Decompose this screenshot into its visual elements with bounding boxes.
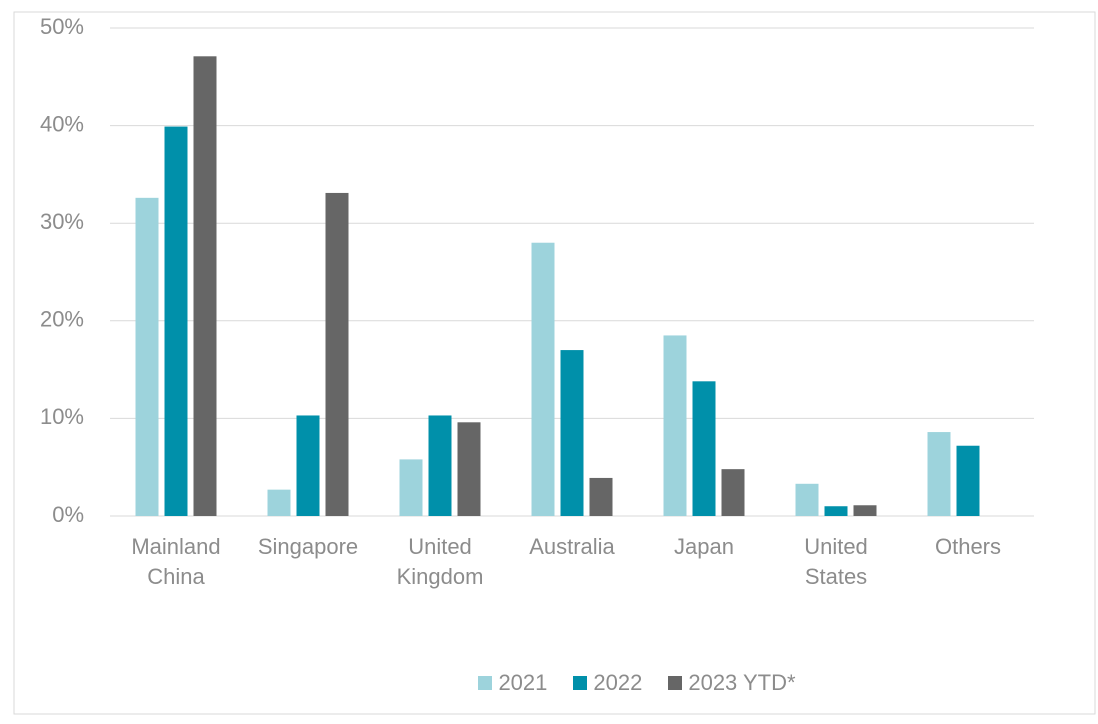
y-tick-label: 20% <box>40 307 84 332</box>
legend-label: 2023 YTD* <box>688 670 796 695</box>
legend-label: 2022 <box>593 670 643 695</box>
bar <box>589 477 613 516</box>
bar <box>663 335 687 516</box>
x-tick-label: Singapore <box>257 534 359 559</box>
legend-label: 2021 <box>498 670 548 695</box>
bar <box>164 126 188 517</box>
bar <box>956 445 980 516</box>
bar <box>296 415 320 516</box>
bar <box>457 422 481 516</box>
bar <box>824 506 848 516</box>
bar <box>193 56 217 516</box>
x-tick-label: Japan <box>674 534 734 559</box>
bar <box>531 242 555 516</box>
legend-swatch <box>573 676 588 690</box>
legend-item: 2023 YTD* <box>668 670 796 696</box>
bar <box>267 489 291 516</box>
bar <box>325 192 349 516</box>
legend: 2021 2022 2023 YTD* <box>0 670 1098 696</box>
bar <box>721 469 745 516</box>
x-tick-label: Australia <box>529 534 615 559</box>
bar <box>853 505 877 516</box>
x-tick-label: United States <box>804 534 868 589</box>
legend-item: 2021 <box>478 670 547 696</box>
bar <box>428 415 452 516</box>
legend-swatch <box>668 676 683 690</box>
legend-item: 2022 <box>573 670 642 696</box>
y-tick-label: 40% <box>40 111 84 136</box>
y-tick-label: 30% <box>40 209 84 234</box>
chart-frame <box>13 11 1096 715</box>
bar <box>560 350 584 516</box>
bar <box>692 381 716 516</box>
bar <box>795 483 819 516</box>
y-tick-label: 50% <box>40 14 84 39</box>
x-tick-label: Mainland China <box>131 534 221 589</box>
bar <box>135 197 159 516</box>
x-tick-label: Others <box>934 534 1002 559</box>
y-tick-label: 0% <box>52 502 84 527</box>
legend-swatch <box>478 676 493 690</box>
bar <box>927 432 951 516</box>
y-tick-label: 10% <box>40 404 84 429</box>
bar <box>399 459 423 516</box>
x-tick-label: United Kingdom <box>396 534 484 589</box>
